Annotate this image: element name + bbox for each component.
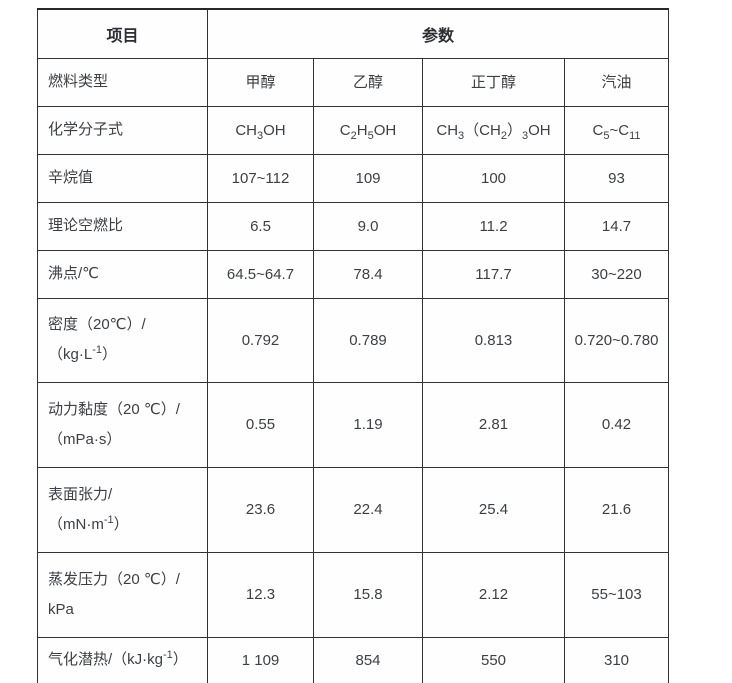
- row-label: 沸点/℃: [37, 249, 208, 299]
- table-row: 气化潜热/（kJ·kg-1） 1 109 854 550 310: [37, 636, 670, 683]
- row-label: 辛烷值: [37, 153, 208, 203]
- value-cell: 14.7: [563, 201, 670, 251]
- table-row: 沸点/℃ 64.5~64.7 78.4 117.7 30~220: [37, 249, 670, 299]
- value-cell: 0.42: [563, 381, 670, 468]
- value-cell: 15.8: [313, 551, 423, 638]
- value-cell: C2H5OH: [313, 105, 423, 155]
- value-cell: C5~C11: [563, 105, 670, 155]
- value-cell: 0.813: [422, 297, 565, 383]
- table-row: 辛烷值 107~112 109 100 93: [37, 153, 670, 203]
- value-cell: 乙醇: [313, 57, 423, 107]
- value-cell: 汽油: [563, 57, 670, 107]
- value-cell: 11.2: [422, 201, 565, 251]
- value-cell: 0.789: [313, 297, 423, 383]
- header-cell-params: 参数: [206, 8, 670, 59]
- value-cell: 310: [563, 636, 670, 683]
- value-cell: 100: [422, 153, 565, 203]
- row-label: 燃料类型: [37, 57, 208, 107]
- table-row: 表面张力/（mN·m-1） 23.6 22.4 25.4 21.6: [37, 466, 670, 553]
- value-cell: 55~103: [563, 551, 670, 638]
- value-cell: 64.5~64.7: [207, 249, 314, 299]
- value-cell: 1 109: [207, 636, 314, 683]
- row-label: 化学分子式: [37, 105, 208, 155]
- value-cell: 30~220: [563, 249, 670, 299]
- value-cell: 2.12: [422, 551, 565, 638]
- row-label: 表面张力/（mN·m-1）: [37, 466, 208, 553]
- value-cell: 23.6: [207, 466, 314, 553]
- value-cell: 22.4: [313, 466, 423, 553]
- value-cell: 0.792: [207, 297, 314, 383]
- table-row: 化学分子式 CH3OH C2H5OH CH3（CH2）3OH C5~C11: [37, 105, 670, 155]
- value-cell: 93: [563, 153, 670, 203]
- header-row: 项目 参数: [37, 8, 670, 59]
- table-row: 密度（20℃）/（kg·L-1） 0.792 0.789 0.813 0.720~0.7…: [37, 297, 670, 383]
- table-row: 蒸发压力（20 ℃）/kPa 12.3 15.8 2.12 55~103: [37, 551, 670, 638]
- table-header: 项目 参数: [37, 8, 670, 59]
- value-cell: 12.3: [207, 551, 314, 638]
- value-cell: 9.0: [313, 201, 423, 251]
- value-cell: 2.81: [422, 381, 565, 468]
- fuel-properties-table: 项目 参数 燃料类型 甲醇 乙醇 正丁醇 汽油 化学分子式 CH3OH C2H5OH CH3（C…: [37, 8, 670, 683]
- value-cell: 0.720~0.780: [563, 297, 670, 383]
- row-label: 密度（20℃）/（kg·L-1）: [37, 297, 208, 383]
- value-cell: 550: [422, 636, 565, 683]
- row-label: 蒸发压力（20 ℃）/kPa: [37, 551, 208, 638]
- value-cell: 117.7: [422, 249, 565, 299]
- value-cell: 107~112: [207, 153, 314, 203]
- row-label: 理论空燃比: [37, 201, 208, 251]
- table-row: 动力黏度（20 ℃）/（mPa·s） 0.55 1.19 2.81 0.42: [37, 381, 670, 468]
- value-cell: CH3OH: [207, 105, 314, 155]
- row-label: 动力黏度（20 ℃）/（mPa·s）: [37, 381, 208, 468]
- value-cell: 25.4: [422, 466, 565, 553]
- value-cell: 甲醇: [207, 57, 314, 107]
- table-body: 燃料类型 甲醇 乙醇 正丁醇 汽油 化学分子式 CH3OH C2H5OH CH3（CH2）3OH…: [37, 57, 670, 683]
- value-cell: 78.4: [313, 249, 423, 299]
- table-row: 理论空燃比 6.5 9.0 11.2 14.7: [37, 201, 670, 251]
- value-cell: CH3（CH2）3OH: [422, 105, 565, 155]
- table-row: 燃料类型 甲醇 乙醇 正丁醇 汽油: [37, 57, 670, 107]
- value-cell: 6.5: [207, 201, 314, 251]
- value-cell: 854: [313, 636, 423, 683]
- value-cell: 21.6: [563, 466, 670, 553]
- value-cell: 1.19: [313, 381, 423, 468]
- value-cell: 正丁醇: [422, 57, 565, 107]
- row-label: 气化潜热/（kJ·kg-1）: [37, 636, 208, 683]
- value-cell: 109: [313, 153, 423, 203]
- header-cell-item: 项目: [37, 8, 208, 59]
- value-cell: 0.55: [207, 381, 314, 468]
